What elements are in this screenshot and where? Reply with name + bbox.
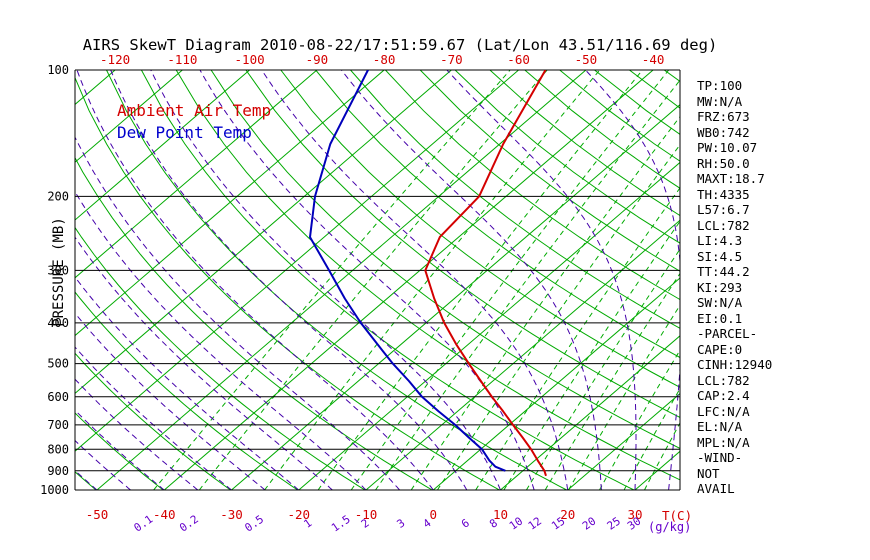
top-temp-tick-label: -110 — [167, 52, 197, 67]
bottom-temp-axis: -50 -40 -30 -20 -10 0 10 20 30 — [86, 507, 643, 522]
stats-line: MAXT:18.7 — [697, 171, 765, 186]
bottom-temp-tick-label: 20 — [560, 507, 575, 522]
pressure-tick-label: 500 — [47, 357, 69, 371]
pressure-tick-label: 600 — [47, 390, 69, 404]
bottom-temp-tick-label: 30 — [627, 507, 642, 522]
stats-line: CAPE:0 — [697, 341, 743, 357]
mixing-ratio-tick-label: 15 — [549, 514, 567, 532]
mixing-ratio-tick-label: 30 — [625, 514, 643, 532]
top-temp-tick-label: -70 — [440, 52, 463, 67]
top-temp-tick-label: -60 — [507, 52, 530, 67]
stats-line: PW:10.07 — [697, 140, 758, 155]
stats-line: WB0:742 — [697, 124, 750, 140]
stats-line: TH:4335 — [697, 186, 750, 202]
bottom-temp-tick-label: 0 — [430, 507, 438, 522]
pressure-grid: 100 200 300 400 500 600 700 800 900 1000 — [40, 63, 681, 497]
legend-ambient-air-temp: Ambient Air Temp — [117, 101, 272, 120]
pressure-tick-label: 900 — [47, 464, 69, 478]
mixing-ratio-tick-label: 6 — [459, 516, 472, 530]
dew-point-temp-line — [309, 70, 506, 472]
top-temp-tick-label: -80 — [373, 52, 396, 67]
stats-line: EL:N/A — [697, 419, 743, 434]
stats-line: NOT — [697, 465, 720, 481]
stats-line: TT:44.2 — [697, 264, 750, 279]
top-temp-axis: -120 -110 -100 -90 -80 -70 -60 -50 -40 — [100, 52, 664, 67]
bottom-temp-tick-label: -50 — [86, 507, 109, 522]
stats-line: AVAIL — [697, 481, 735, 496]
stats-panel: TP:100 MW:N/A FRZ:673 WB0:742 PW:10.07 RH:50.… — [697, 78, 772, 497]
top-temp-tick-label: -120 — [100, 52, 130, 67]
stats-line: FRZ:673 — [697, 109, 750, 124]
top-temp-tick-label: -100 — [235, 52, 265, 67]
mixing-ratio-lines — [153, 70, 680, 490]
sounding-profiles — [309, 70, 547, 477]
bottom-temp-tick-label: -10 — [355, 507, 378, 522]
legend-dew-point-temp: Dew Point Temp — [117, 123, 252, 142]
pressure-tick-label: 200 — [47, 189, 69, 203]
mixing-ratio-tick-label: 1 — [301, 516, 314, 530]
stats-line: MW:N/A — [697, 93, 743, 109]
top-temp-tick-label: -50 — [575, 52, 598, 67]
pressure-tick-label: 700 — [47, 418, 69, 432]
temp-unit-label: T(C) — [662, 508, 693, 523]
chart-title: AIRS SkewT Diagram 2010-08-22/17:51:59.6… — [82, 36, 718, 54]
stats-line: LCL:782 — [697, 217, 750, 233]
stats-line: -WIND- — [697, 450, 743, 465]
bottom-temp-tick-label: 10 — [493, 507, 508, 522]
stats-line: TP:100 — [697, 78, 743, 93]
bottom-temp-tick-label: -20 — [288, 507, 311, 522]
pressure-tick-label: 1000 — [40, 483, 69, 497]
mixing-ratio-tick-label: 12 — [526, 514, 544, 532]
mixing-ratio-unit-label: (g/kg) — [648, 520, 692, 534]
stats-line: SW:N/A — [697, 295, 743, 310]
stats-line: LFC:N/A — [697, 403, 750, 419]
top-temp-tick-label: -90 — [306, 52, 329, 67]
pressure-tick-label: 100 — [47, 63, 69, 77]
mixing-ratio-tick-label: 0.1 — [132, 513, 156, 535]
mixing-ratio-tick-label: 0.5 — [242, 513, 266, 535]
stats-line: RH:50.0 — [697, 155, 750, 171]
ambient-air-temp-line — [424, 70, 547, 477]
top-temp-tick-label: -40 — [642, 52, 665, 67]
stats-line: MPL:N/A — [697, 434, 750, 450]
mixing-ratio-tick-label: 3 — [394, 516, 407, 530]
mixing-ratio-tick-label: 10 — [507, 514, 525, 532]
stats-line: SI:4.5 — [697, 248, 743, 264]
stats-line: EI:0.1 — [697, 310, 743, 326]
pressure-axis-label: PRESSURE (MB) — [51, 217, 67, 327]
pressure-tick-label: 800 — [47, 442, 69, 456]
mixing-ratio-tick-label: 25 — [605, 514, 623, 532]
stats-line: LI:4.3 — [697, 233, 743, 248]
pressure-tick-label: 300 — [47, 263, 69, 277]
stats-line: CINH:12940 — [697, 357, 773, 372]
stats-line: LCL:782 — [697, 372, 750, 388]
mixing-ratio-tick-label: 20 — [580, 514, 598, 532]
pressure-tick-label: 400 — [47, 316, 69, 330]
bottom-temp-tick-label: -30 — [220, 507, 243, 522]
stats-line: CAP:2.4 — [697, 388, 750, 403]
mixing-ratio-tick-label: 1.5 — [329, 513, 353, 535]
stats-line: KI:293 — [697, 279, 743, 295]
bottom-temp-tick-label: -40 — [153, 507, 176, 522]
stats-line: L57:6.7 — [697, 202, 750, 217]
mixing-ratio-tick-label: 0.2 — [177, 513, 201, 535]
stats-line: -PARCEL- — [697, 326, 758, 341]
